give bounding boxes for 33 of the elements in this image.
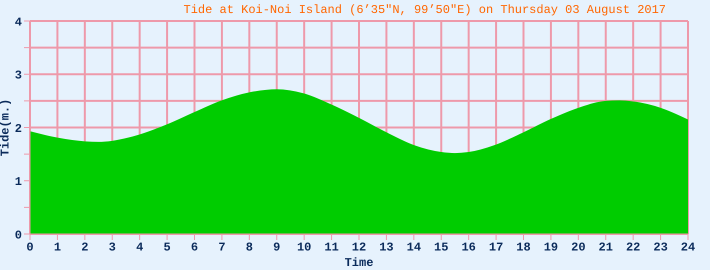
x-tick-label: 20 xyxy=(571,240,586,255)
x-tick-label: 17 xyxy=(488,240,504,255)
x-tick-label: 12 xyxy=(352,240,366,255)
y-axis-title: Tide(m.) xyxy=(0,98,12,156)
x-tick-label: 3 xyxy=(108,240,116,255)
x-tick-label: 11 xyxy=(324,240,339,255)
x-tick-label: 22 xyxy=(626,240,640,255)
x-tick-label: 13 xyxy=(379,240,394,255)
x-tick-label: 10 xyxy=(296,240,312,255)
x-tick-label: 24 xyxy=(680,240,696,255)
x-tick-label: 5 xyxy=(163,240,171,255)
x-tick-label: 16 xyxy=(461,240,476,255)
y-tick-label: 3 xyxy=(14,68,22,83)
x-tick-label: 1 xyxy=(54,240,62,255)
y-tick-label: 2 xyxy=(14,122,22,136)
y-tick-label: 4 xyxy=(14,15,22,30)
x-tick-label: 14 xyxy=(406,240,422,255)
x-tick-label: 6 xyxy=(190,240,198,255)
x-tick-label: 18 xyxy=(516,240,531,255)
x-tick-label: 2 xyxy=(81,240,88,255)
x-tick-label: 4 xyxy=(136,240,144,255)
y-tick-label: 1 xyxy=(14,175,22,190)
x-tick-label: 23 xyxy=(653,240,668,255)
x-axis-title: Time xyxy=(344,256,374,270)
x-tick-label: 0 xyxy=(26,240,34,255)
x-tick-label: 8 xyxy=(246,240,253,255)
x-tick-label: 15 xyxy=(434,240,448,255)
x-tick-label: 19 xyxy=(544,240,558,255)
y-tick-label: 0 xyxy=(14,228,22,242)
x-tick-label: 7 xyxy=(218,240,226,255)
x-tick-label: 9 xyxy=(273,240,280,255)
x-tick-label: 21 xyxy=(598,240,613,255)
chart-title: Tide at Koi-Noi Island (6’35"N, 99’50"E) on Thursday 03 August 2017 xyxy=(184,3,666,17)
